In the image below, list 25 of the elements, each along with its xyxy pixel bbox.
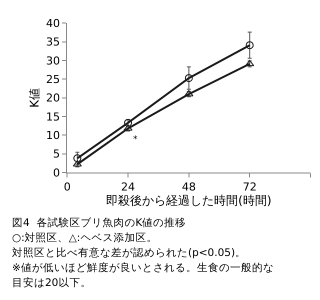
point xyxy=(184,74,193,82)
y-tick-label: 40 xyxy=(46,17,60,30)
text: ○:対照区、△:ヘベス添加区。 xyxy=(12,231,158,244)
y-tick-label: 25 xyxy=(46,73,60,86)
annotation: * xyxy=(133,135,138,145)
text: 目安は20以下。 xyxy=(12,276,92,289)
y-tick-label: 35 xyxy=(46,36,60,49)
y-tick-label: 15 xyxy=(46,110,60,124)
y-tick-label: 20 xyxy=(46,92,60,105)
y-tick-label: 0 xyxy=(53,166,60,180)
x-tick-label: 72 xyxy=(242,180,257,194)
caption: 図4 各試験区ブリ魚肉のK値の推移 xyxy=(12,216,186,229)
point xyxy=(73,154,82,162)
y-axis-title: K値 xyxy=(27,88,42,108)
point xyxy=(246,41,254,50)
x-tick-label: 0 xyxy=(64,180,71,194)
y-tick-label: 30 xyxy=(46,54,60,68)
y-tick-label: 10 xyxy=(46,129,60,142)
text: ※値が低いほど鮮度が良いとされる。生食の一般的な xyxy=(12,261,274,274)
x-axis-title: 即殺後から経過した時間(時間) xyxy=(106,194,272,208)
text: 対照区と比べ有意な差が認められた(p<0.05)。 xyxy=(12,246,246,259)
y-tick-label: 5 xyxy=(53,148,60,161)
x-tick-label: 24 xyxy=(121,180,136,194)
x-tick-label: 48 xyxy=(182,180,196,194)
point xyxy=(123,124,133,131)
